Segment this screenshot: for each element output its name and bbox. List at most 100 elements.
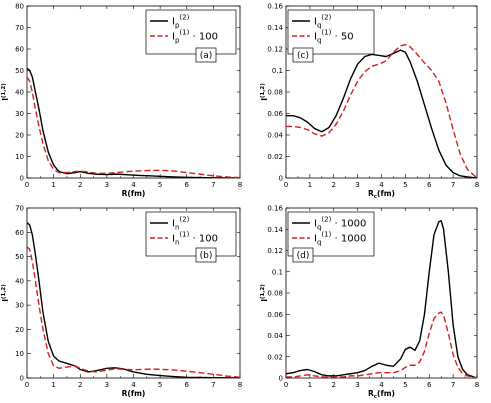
x-axis-label: Rc(fm) [368, 189, 395, 200]
legend-entry: Iq(2) [314, 14, 332, 30]
y-tick-label: 60 [15, 229, 24, 237]
x-tick-label: 6 [427, 381, 432, 389]
y-tick-label: 0 [279, 175, 283, 183]
y-tick-label: 50 [15, 67, 24, 75]
x-tick-label: 2 [332, 181, 336, 189]
y-tick-label: 0.12 [267, 46, 283, 54]
x-tick-label: 3 [355, 381, 359, 389]
chart-panel-d: 0 1 2 3 4 5 6 7 8 0 0.02 0.04 0.06 0.08 0.1 0.12 0.14 0.1… [260, 205, 479, 401]
x-tick-label: 4 [379, 381, 384, 389]
y-axis-label: I(1,2) [1, 83, 10, 101]
x-tick-label: 7 [211, 181, 215, 189]
x-tick-label: 3 [355, 181, 359, 189]
y-tick-label: 0.1 [272, 67, 283, 75]
x-tick-label: 1 [308, 181, 312, 189]
y-tick-label: 70 [15, 24, 24, 32]
y-tick-label: 0.14 [267, 226, 283, 234]
x-tick-label: 6 [427, 181, 432, 189]
x-tick-label: 0 [284, 181, 288, 189]
x-tick-label: 6 [185, 181, 190, 189]
legend-entry: Ip(1) · 100 [172, 29, 218, 45]
series-line-2 [27, 76, 240, 178]
y-axis-label: I(1,2) [260, 83, 269, 101]
y-tick-label: 10 [15, 153, 24, 161]
x-tick-label: 1 [51, 381, 55, 389]
legend: Ip(2)Ip(1) · 100 [145, 9, 237, 55]
x-tick-label: 8 [475, 181, 479, 189]
panel-tag: (b) [200, 251, 213, 261]
panel-tag-box [195, 47, 217, 63]
y-tick-label: 50 [15, 253, 24, 261]
x-tick-label: 0 [25, 381, 29, 389]
y-tick-label: 0.16 [267, 3, 283, 11]
x-tick-label: 8 [475, 381, 479, 389]
panel-tag: (a) [200, 51, 213, 61]
chart-panel-a: 0 1 2 3 4 5 6 7 801020304050607080R(fm)I(1,2)Ip(… [1, 3, 242, 199]
chart-panel-b: 0 1 2 3 4 5 6 7 8 0 10 20 30 40 50 60 70 R(fm) I(1,2) In(2)… [1, 205, 242, 399]
y-tick-label: 20 [15, 132, 24, 140]
y-tick-label: 0.16 [267, 205, 283, 213]
legend-entry: Iq(1) · 1000 [314, 231, 366, 247]
x-tick-label: 8 [238, 181, 242, 189]
panel-tag-box [292, 47, 314, 63]
x-tick-label: 5 [158, 381, 162, 389]
x-tick-label: 2 [78, 181, 82, 189]
legend-entry: Iq(1) · 50 [314, 29, 354, 45]
y-tick-label: 0.06 [267, 110, 283, 118]
x-tick-label: 7 [451, 381, 455, 389]
legend-box [145, 211, 237, 257]
y-tick-label: 0.02 [267, 153, 283, 161]
x-tick-label: 3 [105, 181, 109, 189]
x-tick-label: 7 [451, 181, 455, 189]
x-tick-label: 6 [185, 381, 190, 389]
series-line-2 [286, 44, 477, 178]
legend-entry: Ip(2) [172, 14, 190, 30]
x-tick-label: 8 [238, 381, 242, 389]
series-line-1 [286, 49, 477, 178]
x-tick-label: 2 [78, 381, 82, 389]
x-axis-label: R(fm) [122, 189, 146, 198]
y-tick-label: 0.06 [267, 311, 283, 319]
y-tick-label: 10 [15, 350, 24, 358]
x-tick-label: 1 [308, 381, 312, 389]
panel-tag: (c) [297, 51, 309, 61]
y-tick-label: 0 [279, 375, 283, 383]
panel-tag-box [292, 247, 314, 263]
y-tick-label: 30 [15, 110, 24, 118]
x-tick-label: 5 [403, 381, 407, 389]
legend: Iq(2)Iq(1) · 50 [287, 9, 375, 55]
panel-tag-box [195, 247, 217, 263]
x-tick-label: 5 [403, 181, 407, 189]
x-tick-label: 4 [131, 381, 136, 389]
x-tick-label: 4 [379, 181, 384, 189]
legend-entry: In(2) [172, 216, 190, 232]
legend-box [287, 9, 375, 55]
chart-panel-c: 0 1 2 3 4 5 6 7 8 0 0.02 0.04 0.06 0.08 0.1 0.12 0.14 0.1… [260, 3, 479, 201]
legend: In(2)In(1) · 100 [145, 211, 237, 257]
y-tick-label: 0.1 [272, 268, 283, 276]
y-tick-label: 80 [15, 3, 24, 11]
y-tick-label: 0.12 [267, 247, 283, 255]
panel-tag: (d) [297, 251, 310, 261]
y-axis-label: I(1,2) [1, 284, 10, 302]
y-tick-label: 60 [15, 46, 24, 54]
legend-entry: Iq(2) · 1000 [314, 216, 366, 232]
series-line-1 [286, 220, 477, 378]
y-tick-label: 0.14 [267, 24, 283, 32]
y-tick-label: 40 [15, 277, 24, 285]
x-axis-label: Rc(fm) [368, 389, 395, 400]
x-tick-label: 4 [131, 181, 136, 189]
x-tick-label: 0 [25, 181, 29, 189]
x-tick-label: 0 [284, 381, 288, 389]
y-tick-label: 0 [20, 175, 24, 183]
y-tick-label: 0.08 [267, 290, 283, 298]
legend-entry: In(1) · 100 [172, 231, 218, 247]
y-tick-label: 70 [15, 205, 24, 213]
y-tick-label: 30 [15, 302, 24, 310]
legend-box [145, 9, 237, 55]
x-tick-label: 1 [51, 181, 55, 189]
series-line-1 [27, 67, 240, 178]
y-axis-label: I(1,2) [260, 284, 269, 302]
y-tick-label: 0.02 [267, 353, 283, 361]
